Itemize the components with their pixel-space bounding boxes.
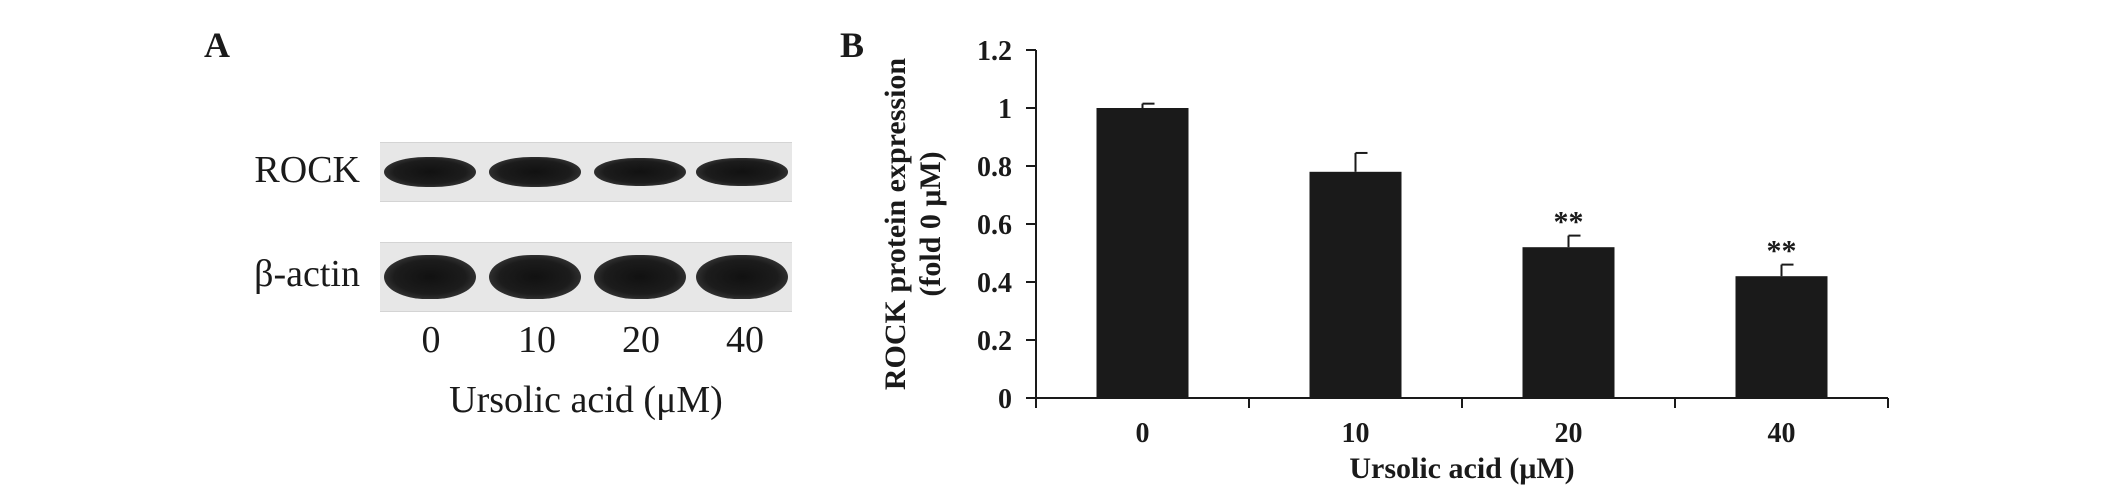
blot-strip-beta-actin: [380, 242, 792, 312]
blot-band-rock: [696, 158, 788, 186]
panel-b-letter: B: [840, 25, 865, 65]
y-axis-title: ROCK protein expression: [879, 58, 912, 391]
y-tick-label: 1: [998, 94, 1012, 125]
x-tick-label: 20: [1555, 418, 1583, 449]
blot-band-rock: [594, 157, 686, 187]
x-tick-label: 40: [1768, 418, 1796, 449]
bar: [1096, 108, 1189, 398]
blot-lane-label: 0: [421, 319, 441, 361]
blot-band-beta-actin: [384, 255, 476, 299]
blot-band-beta-actin: [594, 255, 686, 299]
blot-row-label-beta-actin: β-actin: [254, 253, 360, 295]
y-tick-label: 0.8: [977, 152, 1012, 183]
significance-label: **: [1767, 235, 1797, 268]
significance-label: **: [1554, 206, 1584, 239]
panel-a-letter: A: [204, 25, 230, 65]
chart-bars: [1096, 102, 1828, 398]
blot-band-rock: [384, 157, 476, 187]
y-axis-title: (fold 0 μM): [914, 151, 947, 296]
bar: [1309, 171, 1402, 398]
blot-lane-label: 40: [726, 319, 764, 361]
blot-lane-label: 20: [622, 319, 660, 361]
chart-labels: 0 0.2 0.4 0.6 0.8 1 1.2 0 10 20 ** 40 ** Ursolic acid…: [879, 36, 1797, 485]
blot-strip-rock: [380, 142, 792, 202]
y-tick-label: 0: [998, 384, 1012, 415]
blot-band-rock: [489, 157, 581, 187]
x-tick-label: 10: [1342, 418, 1370, 449]
blot-band-beta-actin: [489, 255, 581, 299]
blot-row-label-rock: ROCK: [254, 149, 360, 191]
blot-lane-label: 10: [518, 319, 556, 361]
y-tick-label: 0.2: [977, 326, 1012, 357]
x-tick-label: 0: [1136, 418, 1150, 449]
blot-x-axis-label: Ursolic acid (μM): [449, 379, 723, 421]
y-tick-label: 1.2: [977, 36, 1012, 67]
blot-band-beta-actin: [696, 255, 788, 299]
y-tick-label: 0.4: [977, 268, 1012, 299]
bar: [1735, 276, 1828, 398]
bar: [1522, 247, 1615, 398]
y-tick-label: 0.6: [977, 210, 1012, 241]
x-axis-title: Ursolic acid (μM): [1349, 452, 1574, 485]
